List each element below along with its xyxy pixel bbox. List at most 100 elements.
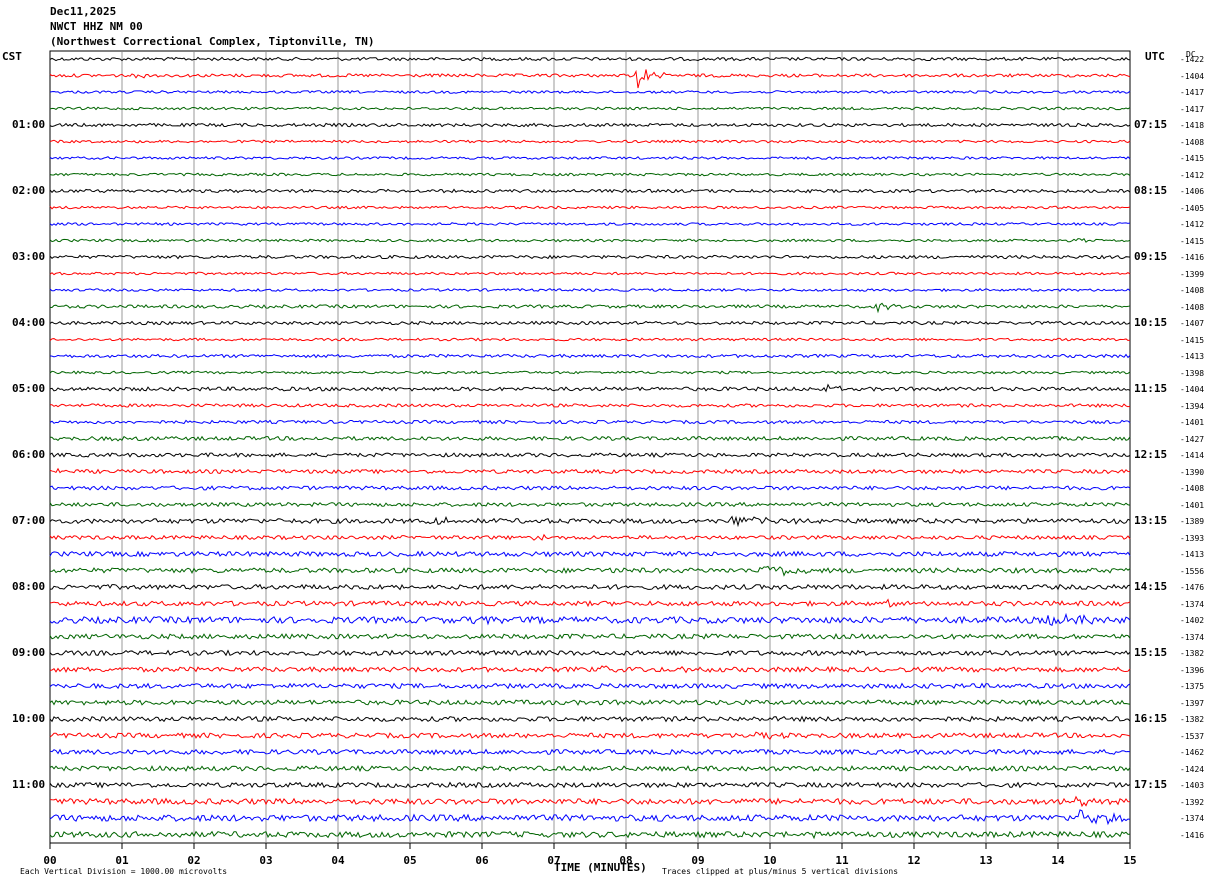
utc-time-label: 09:15 <box>1134 250 1168 263</box>
trace-row-18 <box>49 353 1131 359</box>
x-tick-label: 13 <box>979 854 993 867</box>
x-tick-label: 10 <box>763 854 777 867</box>
trace-row-4 <box>49 122 1131 128</box>
utc-time-label: 08:15 <box>1134 184 1168 197</box>
clip-note: Traces clipped at plus/minus 5 vertical … <box>662 867 899 876</box>
trace-row-16 <box>49 320 1131 326</box>
dc-offset-label: -1416 <box>1180 830 1205 840</box>
dc-label: DC <box>1186 50 1196 59</box>
dc-offset-label: -1374 <box>1180 814 1205 823</box>
dc-offset-label: -1374 <box>1180 599 1205 609</box>
trace-row-42 <box>49 748 1131 756</box>
trace-row-0 <box>49 56 1131 62</box>
dc-offset-label: -1537 <box>1180 731 1205 741</box>
x-tick-label: 03 <box>259 854 273 867</box>
dc-offset-label: -1414 <box>1180 451 1205 460</box>
x-tick-label: 04 <box>331 854 345 867</box>
trace-row-19 <box>49 370 1131 375</box>
cst-time-label: 03:00 <box>12 250 46 263</box>
dc-offset-label: -1390 <box>1180 467 1205 477</box>
header-date: Dec11,2025 <box>50 5 117 18</box>
trace-row-39 <box>49 699 1131 706</box>
trace-row-11 <box>49 237 1131 243</box>
trace-row-43 <box>49 764 1131 773</box>
trace-row-3 <box>49 106 1131 111</box>
dc-offset-label: -1401 <box>1180 418 1205 427</box>
trace-row-5 <box>49 139 1131 144</box>
dc-offset-label: -1422 <box>1180 55 1205 64</box>
trace-row-30 <box>49 550 1131 558</box>
trace-row-21 <box>49 403 1131 408</box>
x-tick-label: 15 <box>1123 854 1137 867</box>
trace-row-40 <box>49 715 1131 723</box>
cst-time-label: 08:00 <box>12 580 46 593</box>
dc-offset-label: -1375 <box>1180 682 1205 691</box>
trace-row-41 <box>49 731 1131 741</box>
x-tick-label: 14 <box>1051 854 1065 867</box>
dc-offset-label: -1374 <box>1180 632 1205 642</box>
trace-row-32 <box>49 583 1131 591</box>
grid <box>49 50 1131 849</box>
trace-row-45 <box>49 795 1131 808</box>
dc-offset-label: -1424 <box>1180 764 1205 774</box>
dc-offset-label: -1408 <box>1180 137 1205 147</box>
trace-row-26 <box>49 485 1131 491</box>
trace-row-37 <box>49 665 1131 674</box>
utc-time-label: 14:15 <box>1134 580 1168 593</box>
dc-offset-label: -1417 <box>1180 104 1205 114</box>
dc-offset-label: -1404 <box>1180 385 1205 394</box>
header-location: (Northwest Correctional Complex, Tiptonv… <box>50 35 375 48</box>
left-axis-label: CST <box>2 50 22 63</box>
cst-time-label: 07:00 <box>12 514 46 527</box>
dc-offset-label: -1556 <box>1180 566 1205 576</box>
trace-row-35 <box>49 632 1131 640</box>
dc-offset-label: -1413 <box>1180 352 1205 361</box>
right-axis-label: UTC <box>1145 50 1165 63</box>
dc-offset-label: -1415 <box>1180 154 1205 163</box>
cst-time-label: 02:00 <box>12 184 46 197</box>
cst-time-label: 10:00 <box>12 712 46 725</box>
trace-row-36 <box>49 649 1131 657</box>
trace-row-7 <box>49 172 1131 177</box>
trace-row-27 <box>49 501 1131 508</box>
trace-row-14 <box>49 287 1131 293</box>
trace-row-8 <box>49 188 1131 194</box>
trace-row-15 <box>49 302 1131 314</box>
dc-offset-label: -1405 <box>1180 203 1205 213</box>
dc-offset-label: -1393 <box>1180 533 1205 543</box>
dc-offset-label: -1412 <box>1180 170 1205 180</box>
dc-offset-label: -1389 <box>1180 517 1205 526</box>
utc-time-label: 11:15 <box>1134 382 1168 395</box>
dc-offset-label: -1408 <box>1180 484 1205 493</box>
trace-row-20 <box>49 383 1131 393</box>
dc-offset-label: -1415 <box>1180 236 1205 246</box>
trace-row-12 <box>49 254 1131 260</box>
cst-time-label: 05:00 <box>12 382 46 395</box>
dc-offset-label: -1394 <box>1180 401 1205 411</box>
trace-row-24 <box>49 452 1131 458</box>
x-tick-label: 09 <box>691 854 705 867</box>
trace-row-2 <box>49 89 1131 95</box>
plot-frame <box>49 50 1131 844</box>
trace-row-47 <box>49 830 1131 840</box>
trace-row-22 <box>49 419 1131 425</box>
dc-offset-label: -1476 <box>1180 583 1205 592</box>
x-tick-label: 00 <box>43 854 57 867</box>
trace-row-34 <box>49 612 1131 626</box>
cst-time-label: 06:00 <box>12 448 46 461</box>
dc-offset-label: -1415 <box>1180 335 1205 345</box>
dc-offset-label: -1427 <box>1180 434 1205 444</box>
utc-time-label: 15:15 <box>1134 646 1168 659</box>
cst-time-label: 04:00 <box>12 316 46 329</box>
utc-time-label: 13:15 <box>1134 514 1168 527</box>
x-tick-label: 01 <box>115 854 129 867</box>
trace-row-13 <box>49 271 1131 276</box>
dc-offset-label: -1404 <box>1180 71 1205 81</box>
trace-row-31 <box>49 565 1131 577</box>
dc-offset-label: -1406 <box>1180 187 1205 196</box>
utc-time-label: 10:15 <box>1134 316 1168 329</box>
trace-row-29 <box>49 533 1131 541</box>
dc-offset-label: -1397 <box>1180 698 1205 708</box>
trace-row-9 <box>49 205 1131 210</box>
